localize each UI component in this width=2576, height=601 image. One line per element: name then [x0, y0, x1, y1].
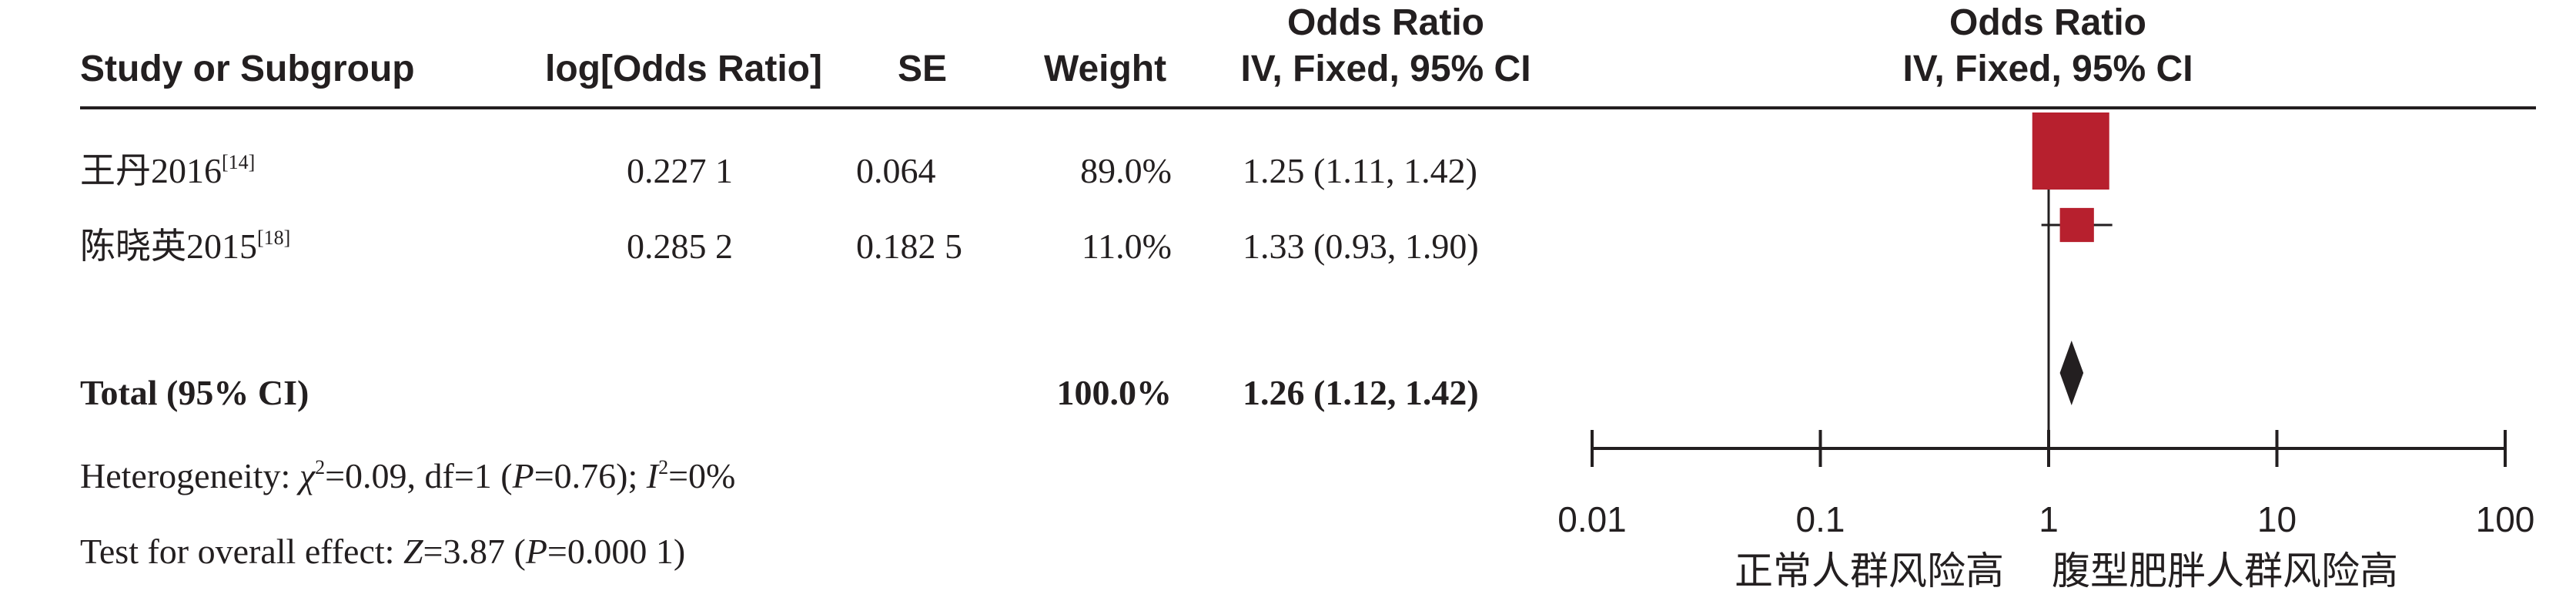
- header-weight: Weight: [1044, 49, 1167, 89]
- header-plot-line1: Odds Ratio: [1949, 2, 2146, 43]
- header-se: SE: [898, 49, 948, 89]
- x-tick-label-1: 0.1: [1796, 499, 1845, 539]
- study-ci-2: 1.33 (0.93, 1.90): [1243, 227, 1479, 266]
- header-or-line1: Odds Ratio: [1286, 2, 1484, 43]
- study-name-2: 陈晓英2015[18]: [80, 227, 291, 266]
- favours-left-label: 正常人群风险高: [1735, 549, 2004, 593]
- x-tick-label-4: 100: [2476, 499, 2535, 539]
- study-weight-1: 89.0%: [1080, 151, 1172, 190]
- total-ci: 1.26 (1.12, 1.42): [1243, 373, 1479, 412]
- study-se-2: 0.182 5: [856, 227, 962, 266]
- x-tick-label-2: 1: [2039, 499, 2059, 539]
- header-rule: [80, 106, 2536, 109]
- study-log-or-1: 0.227 1: [627, 151, 733, 190]
- study-weight-2: 11.0%: [1081, 227, 1172, 266]
- study-name-1: 王丹2016[14]: [80, 151, 256, 190]
- study-se-1: 0.064: [856, 151, 936, 190]
- study-square-2: [2059, 207, 2094, 243]
- study-square-1: [2032, 112, 2109, 190]
- header-study: Study or Subgroup: [80, 49, 415, 89]
- total-label: Total (95% CI): [80, 373, 309, 412]
- study-ci-1: 1.25 (1.11, 1.42): [1243, 151, 1477, 190]
- x-tick-label-3: 10: [2257, 499, 2297, 539]
- x-axis-ticks: 0.01 0.1 1 10 100: [1557, 430, 2534, 539]
- overall-effect-text: Test for overall effect: Z=3.87 (P=0.000…: [80, 532, 686, 571]
- forest-marks: [2032, 112, 2113, 405]
- x-tick-label-0: 0.01: [1557, 499, 1627, 539]
- heterogeneity-text: Heterogeneity: χ2=0.09, df=1 (P=0.76); I…: [80, 456, 736, 495]
- header-log-or: log[Odds Ratio]: [545, 49, 822, 89]
- study-log-or-2: 0.285 2: [627, 227, 733, 266]
- header-plot-line2: IV, Fixed, 95% CI: [1902, 49, 2193, 89]
- header-or-line2: IV, Fixed, 95% CI: [1240, 49, 1531, 89]
- total-weight: 100.0%: [1056, 373, 1173, 412]
- favours-right-label: 腹型肥胖人群风险高: [2052, 549, 2398, 593]
- total-diamond: [2059, 341, 2084, 405]
